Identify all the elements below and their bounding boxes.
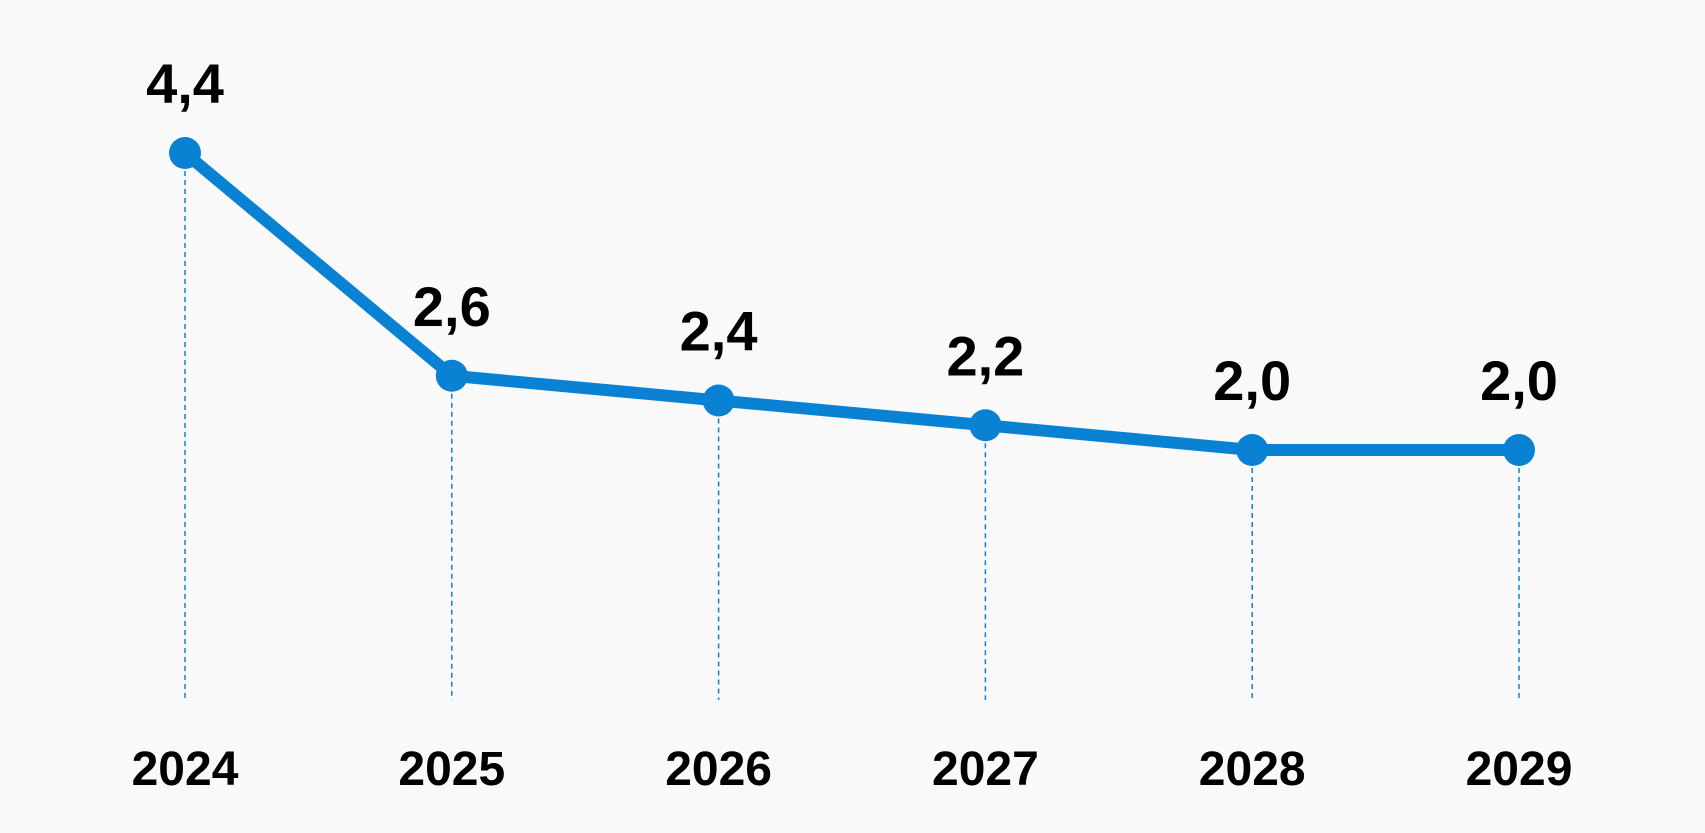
x-tick-label-2029: 2029 xyxy=(1466,743,1573,796)
data-point-2025 xyxy=(435,359,468,392)
value-label-2029: 2,0 xyxy=(1480,349,1558,412)
drop-lines xyxy=(184,153,1520,700)
x-tick-label-2024: 2024 xyxy=(132,743,239,796)
data-point-2024 xyxy=(169,137,201,169)
series-line-group xyxy=(181,148,1519,456)
x-axis-tick-labels: 2024 2025 2026 2027 2028 2029 xyxy=(132,743,1573,796)
value-label-2026: 2,4 xyxy=(680,300,758,363)
x-tick-label-2027: 2027 xyxy=(932,743,1039,796)
x-tick-label-2026: 2026 xyxy=(665,743,772,796)
data-point-2026 xyxy=(702,384,735,417)
x-tick-label-2028: 2028 xyxy=(1199,743,1306,796)
value-labels: 4,4 2,6 2,4 2,2 2,0 2,0 xyxy=(146,52,1558,412)
series-line xyxy=(181,148,1519,456)
data-point-2027 xyxy=(969,409,1002,442)
value-label-2027: 2,2 xyxy=(946,324,1024,387)
data-point-2029 xyxy=(1503,434,1535,466)
x-tick-label-2025: 2025 xyxy=(398,743,505,796)
value-label-2028: 2,0 xyxy=(1213,349,1291,412)
data-points xyxy=(169,137,1535,466)
value-label-2025: 2,6 xyxy=(413,275,491,338)
data-point-2028 xyxy=(1236,434,1269,466)
value-label-2024: 4,4 xyxy=(146,52,224,115)
